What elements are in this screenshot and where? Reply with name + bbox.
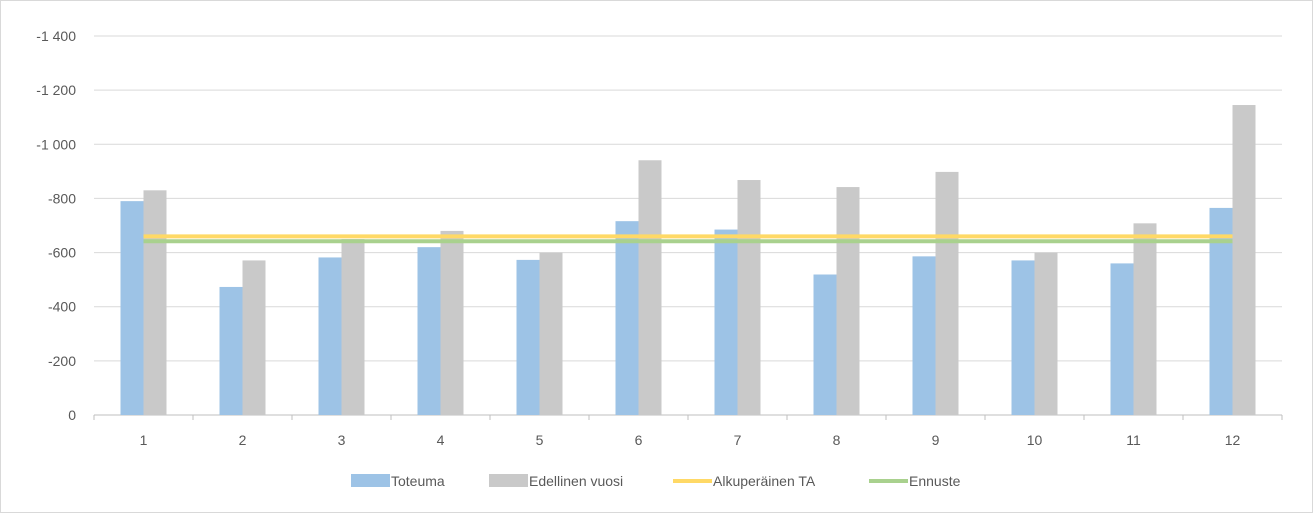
bar-toteuma-8 [813, 274, 837, 415]
legend-label: Toteuma [391, 473, 445, 489]
bar-toteuma-3 [318, 257, 342, 415]
legend-label: Alkuperäinen TA [713, 473, 816, 489]
bar-toteuma-7 [714, 229, 738, 415]
bar-edellinen-vuosi-1 [143, 190, 167, 415]
x-tick-label: 6 [635, 432, 643, 448]
x-tick-label: 12 [1225, 432, 1241, 448]
bar-toteuma-5 [516, 259, 540, 415]
bar-edellinen-vuosi-3 [341, 239, 365, 415]
x-tick-label: 9 [932, 432, 940, 448]
bar-edellinen-vuosi-7 [737, 180, 761, 415]
bar-edellinen-vuosi-10 [1034, 252, 1058, 415]
legend: Toteuma Edellinen vuosi Alkuperäinen TA Enn… [351, 473, 961, 489]
bar-edellinen-vuosi-4 [440, 230, 464, 415]
bars [120, 105, 1256, 416]
bar-toteuma-6 [615, 221, 639, 415]
bar-toteuma-4 [417, 247, 441, 415]
legend-item: Ennuste [869, 473, 961, 489]
gridlines [93, 35, 1283, 420]
y-axis-tick-labels: -1 400 -1 200 -1 000 -800 -600 -400 -200 0 [36, 28, 76, 423]
y-tick-label: -200 [48, 353, 76, 369]
y-tick-label: 0 [68, 407, 76, 423]
x-tick-label: 2 [239, 432, 247, 448]
bar-edellinen-vuosi-12 [1232, 105, 1256, 416]
x-tick-label: 7 [734, 432, 742, 448]
bar-toteuma-2 [219, 286, 243, 415]
x-tick-label: 11 [1126, 432, 1141, 448]
bar-edellinen-vuosi-8 [836, 187, 860, 415]
legend-label: Ennuste [909, 473, 961, 489]
legend-item: Toteuma [351, 473, 445, 489]
bar-edellinen-vuosi-9 [935, 171, 959, 415]
x-tick-label: 8 [833, 432, 841, 448]
x-tick-label: 3 [338, 432, 346, 448]
x-tick-label: 4 [437, 432, 445, 448]
bar-toteuma-11 [1110, 263, 1134, 415]
bar-toteuma-1 [120, 201, 144, 415]
bar-toteuma-10 [1011, 260, 1035, 415]
legend-item: Alkuperäinen TA [673, 473, 816, 489]
x-tick-label: 5 [536, 432, 544, 448]
legend-item: Edellinen vuosi [489, 473, 623, 489]
x-tick-label: 1 [140, 432, 148, 448]
y-tick-label: -600 [48, 245, 76, 261]
y-tick-label: -1 200 [36, 82, 76, 98]
bar-edellinen-vuosi-11 [1133, 223, 1157, 415]
bar-edellinen-vuosi-6 [638, 160, 662, 415]
y-tick-label: -1 000 [36, 136, 76, 152]
legend-label: Edellinen vuosi [529, 473, 623, 489]
x-tick-label: 10 [1027, 432, 1043, 448]
reference-lines [143, 234, 1233, 244]
bar-toteuma-9 [912, 256, 936, 415]
bar-edellinen-vuosi-2 [242, 260, 266, 415]
y-tick-label: -800 [48, 190, 76, 206]
legend-swatch [489, 474, 528, 487]
bar-edellinen-vuosi-5 [539, 252, 563, 415]
y-tick-label: -400 [48, 299, 76, 315]
x-axis-tick-labels: 1 2 3 4 5 6 7 8 9 10 11 12 [140, 432, 1241, 448]
legend-swatch [351, 474, 390, 487]
y-tick-label: -1 400 [36, 28, 76, 44]
bar-toteuma-12 [1209, 207, 1233, 415]
